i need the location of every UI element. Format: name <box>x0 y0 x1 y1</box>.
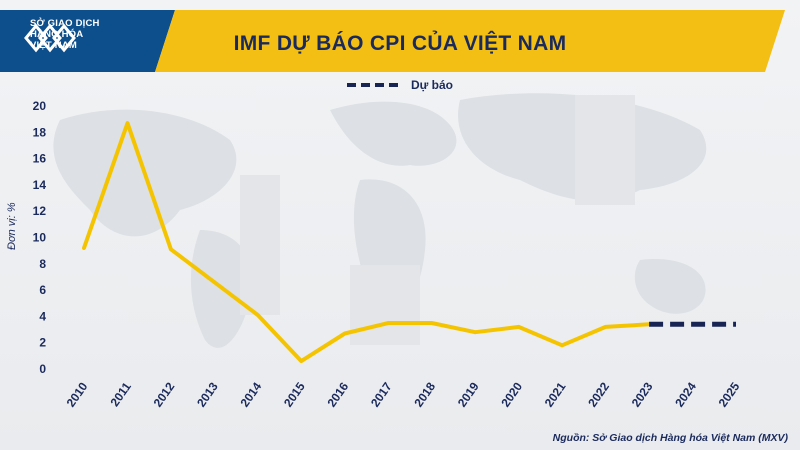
x-tick-label: 2022 <box>585 379 612 409</box>
x-tick-label: 2012 <box>151 379 178 409</box>
x-tick-label: 2011 <box>108 379 135 409</box>
y-tick-label: 10 <box>33 231 47 245</box>
y-tick-label: 12 <box>33 204 47 218</box>
source-note: Nguồn: Sở Giao dịch Hàng hóa Việt Nam (M… <box>552 432 788 444</box>
mxv-logo-icon <box>24 23 76 53</box>
y-tick-label: 20 <box>33 99 47 113</box>
header-banner: SỞ GIAO DỊCH HÀNG HÓA VIỆT NAM IMF DỰ BÁ… <box>0 10 800 72</box>
x-tick-label: 2013 <box>194 379 221 409</box>
legend-label-forecast: Dự báo <box>410 78 454 92</box>
y-tick-label: 16 <box>33 152 47 166</box>
x-tick-label: 2016 <box>324 379 351 409</box>
x-tick-label: 2010 <box>64 379 91 409</box>
mxv-logo: SỞ GIAO DỊCH HÀNG HÓA VIỆT NAM <box>22 18 100 53</box>
x-tick-label: 2014 <box>238 379 265 409</box>
x-tick-label: 2019 <box>455 379 482 409</box>
series-line-actual <box>82 121 652 364</box>
banner-yellow-segment <box>155 10 785 72</box>
x-tick-label: 2025 <box>716 379 743 409</box>
x-tick-label: 2018 <box>411 379 438 409</box>
x-tick-label: 2015 <box>281 379 308 409</box>
chart-title: IMF DỰ BÁO CPI CỦA VIỆT NAM <box>233 32 567 55</box>
x-tick-label: 2020 <box>498 379 525 409</box>
x-tick-label: 2017 <box>368 379 395 409</box>
y-tick-label: 14 <box>33 178 47 192</box>
legend-dashed-line-icon <box>346 83 403 87</box>
logo-line-1: SỞ GIAO DỊCH <box>30 18 100 29</box>
y-tick-label: 18 <box>33 125 47 139</box>
y-tick-label: 0 <box>39 362 46 376</box>
x-tick-label: 2023 <box>629 379 656 409</box>
y-tick-label: 4 <box>39 309 46 323</box>
y-tick-label: 8 <box>39 257 46 271</box>
chart-legend: Dự báo <box>0 78 800 92</box>
y-tick-label: 2 <box>39 336 46 350</box>
x-tick-label: 2021 <box>542 379 569 409</box>
y-tick-label: 6 <box>39 283 46 297</box>
banner-dark-segment <box>0 10 175 72</box>
x-tick-label: 2024 <box>672 379 699 409</box>
